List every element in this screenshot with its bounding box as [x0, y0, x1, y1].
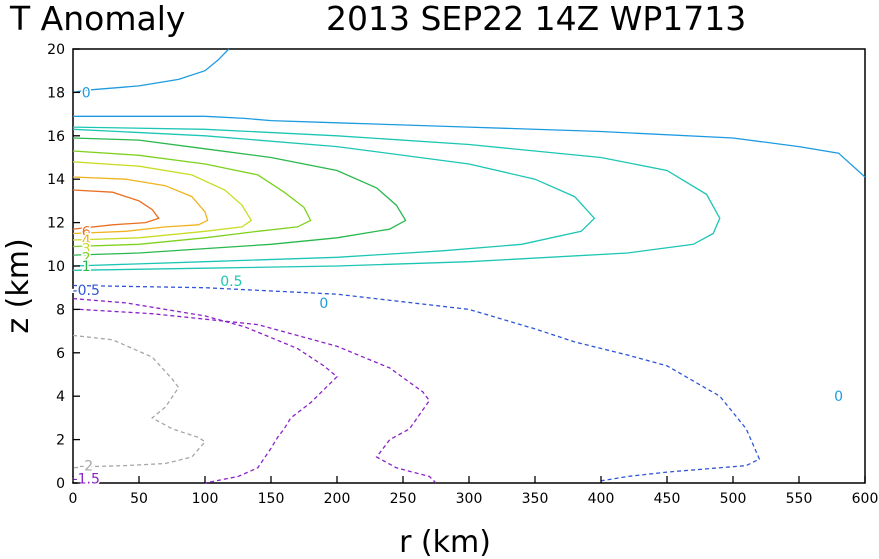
contour-line-4 [72, 137, 407, 256]
contour-label-7: 2 [82, 250, 91, 266]
contour-line-12 [72, 334, 206, 469]
contour-label-11: -1.5 [73, 472, 100, 488]
y-tick-label-5: 10 [47, 259, 65, 275]
y-tick-label-9: 18 [47, 85, 65, 101]
x-axis: 0 50 100 150 200 250 300 350 400 450 500 550 600 [69, 476, 879, 507]
x-tick-label-7: 350 [522, 491, 549, 507]
x-tick-label-12: 600 [852, 491, 879, 507]
y-tick-label-8: 16 [47, 129, 65, 145]
contour-label-5: 4 [82, 233, 91, 249]
contour-line-2 [72, 126, 721, 271]
contour-label-4: 6 [82, 224, 91, 240]
x-tick-label-6: 300 [456, 491, 483, 507]
y-axis: 0 2 4 6 8 10 12 14 16 18 20 [47, 42, 80, 492]
x-tick-label-2: 100 [192, 491, 219, 507]
contour-line-5 [72, 150, 312, 248]
x-tick-label-11: 550 [786, 491, 813, 507]
y-tick-label-3: 6 [56, 346, 65, 362]
chart-title-right: 2013 SEP22 14Z WP1713 [326, 0, 746, 38]
x-tick-label-3: 150 [258, 491, 285, 507]
chart-title-left: T Anomaly [9, 0, 185, 38]
contour-label-9: -0.5 [73, 283, 100, 299]
contour-label-2: 0 [319, 296, 328, 312]
x-tick-label-8: 400 [588, 491, 615, 507]
contour-line-0 [72, 48, 230, 94]
y-tick-label-7: 14 [47, 172, 65, 188]
contour-line-8 [72, 189, 160, 230]
y-tick-label-6: 12 [47, 216, 65, 232]
contour-line-6 [72, 161, 253, 241]
y-axis-label: z (km) [1, 238, 36, 333]
y-tick-label-2: 4 [56, 389, 65, 405]
contour-layer [72, 48, 866, 484]
contour-line-1 [73, 115, 866, 178]
contour-line-11 [79, 308, 437, 484]
contour-line-9 [72, 284, 761, 484]
contour-label-3: 0 [834, 389, 843, 405]
contour-line-3 [72, 128, 596, 267]
x-tick-label-9: 450 [654, 491, 681, 507]
y-tick-label-10: 20 [47, 42, 65, 58]
contour-label-10: -2 [79, 459, 93, 475]
x-tick-label-10: 500 [720, 491, 747, 507]
contour-label-6: 3 [82, 242, 91, 258]
y-tick-label-4: 8 [56, 302, 65, 318]
x-tick-label-1: 50 [130, 491, 148, 507]
x-tick-label-5: 250 [390, 491, 417, 507]
plot-frame [72, 48, 866, 484]
contour-line-10 [72, 297, 338, 484]
contour-label-8: 1 [82, 259, 91, 275]
contour-line-7 [72, 176, 209, 235]
y-tick-label-1: 2 [56, 433, 65, 449]
contour-label-1: 0.5 [220, 274, 242, 290]
y-tick-label-0: 0 [56, 476, 65, 492]
contour-label-0: 0 [82, 85, 91, 101]
x-axis-label: r (km) [399, 525, 491, 559]
x-tick-label-0: 0 [69, 491, 78, 507]
x-tick-label-4: 200 [324, 491, 351, 507]
